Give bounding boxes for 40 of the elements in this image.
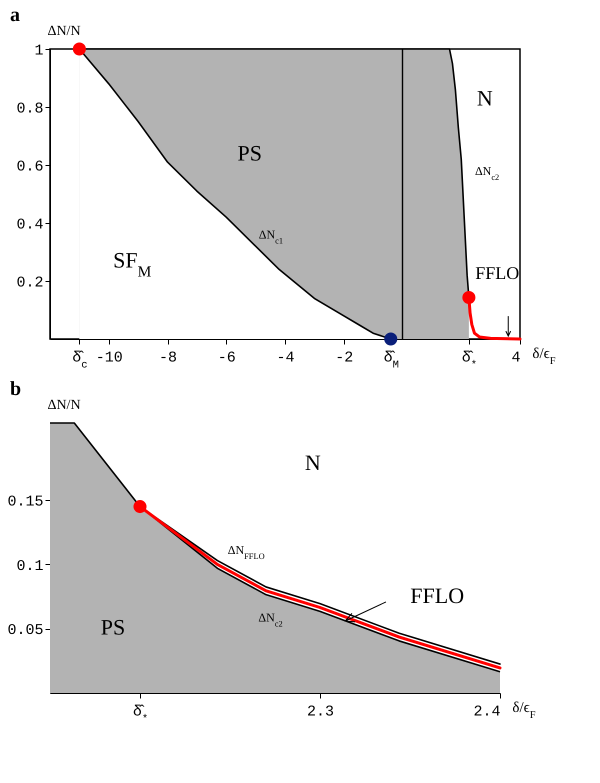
x-tick-label: -8 [158, 350, 178, 366]
annotation: N [304, 450, 321, 475]
y-tick-label: 0.4 [16, 216, 44, 234]
x-tick-label: δ̂$_{c}$ [72, 350, 88, 372]
x-tick-label: -2 [335, 350, 354, 366]
x-tick-label: -10 [96, 350, 123, 366]
x-tick-label: -4 [276, 350, 295, 366]
annotation: FFLO [475, 263, 520, 284]
y-axis-title: ΔN/N [47, 24, 81, 39]
point [462, 291, 476, 304]
point [384, 332, 398, 346]
y-axis-title: ΔN/N [47, 398, 81, 413]
x-tick-label: -6 [218, 350, 236, 366]
y-tick-label: 0.1 [16, 558, 44, 575]
annotation: PS [238, 140, 262, 166]
x-axis-title: δ/ϵ$_{F}$ [532, 346, 556, 366]
annotation: ΔN$_{FFLO}$ [228, 542, 265, 560]
annotation: ΔN$_{c2}$ [258, 610, 283, 628]
x-tick-label: δ̂$_{*}$ [132, 704, 148, 726]
point [72, 42, 86, 56]
annotation: PS [100, 614, 126, 640]
annotation: ΔN$_{c1}$ [258, 228, 284, 246]
annotation: N [476, 85, 493, 110]
y-tick-label: 0.15 [7, 494, 44, 511]
y-tick-label: 0.8 [16, 100, 44, 118]
y-tick-label: 0.6 [16, 158, 44, 176]
x-tick-label: δ̂$_{M}$ [384, 350, 399, 372]
chart-title: b [10, 378, 22, 400]
y-tick-label: 1 [34, 42, 44, 60]
annotation: ΔN$_{c2}$ [474, 164, 500, 182]
y-tick-label: 0.05 [7, 622, 44, 640]
annotation: FFLO [410, 583, 464, 608]
x-axis-title: δ/ϵ$_{F}$ [512, 700, 536, 720]
chart-title: a [10, 4, 20, 26]
x-tick-label: 2.3 [306, 704, 334, 720]
annotation: SF$_{M}$ [113, 248, 152, 280]
x-tick-label: 4 [511, 350, 520, 366]
x-tick-label: 2.4 [473, 704, 500, 720]
x-tick-label: δ̂$_{*}$ [462, 350, 478, 372]
y-tick-label: 0.2 [16, 274, 44, 292]
